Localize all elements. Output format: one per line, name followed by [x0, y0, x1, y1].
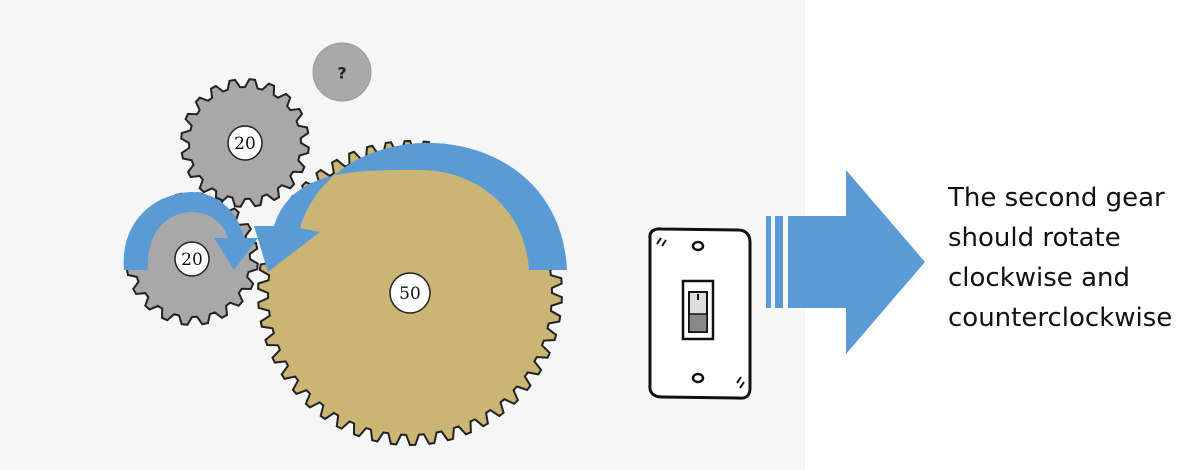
- left-arrow-shape: [123, 192, 258, 270]
- unknown-gear-body: [312, 42, 372, 102]
- big-gear: 50: [257, 139, 563, 447]
- result-arrow: [766, 170, 925, 354]
- caption-line: should rotate: [948, 223, 1121, 253]
- top-screw-icon: [691, 240, 705, 252]
- plate-scratch-bottom: [736, 376, 745, 389]
- caption-line: The second gear: [948, 183, 1165, 213]
- left-gear-label: 20: [181, 250, 203, 270]
- caption-line: counterclockwise: [948, 303, 1173, 333]
- unknown-gear-label: ?: [337, 64, 346, 83]
- top-gear-hub: [227, 125, 263, 161]
- light-switch: [648, 227, 752, 400]
- caption-line: clockwise and: [948, 263, 1130, 293]
- toggle-lever-shade: [688, 313, 708, 333]
- bottom-screw-icon: [691, 372, 705, 384]
- caption-text: The second gear should rotate clockwise …: [948, 178, 1198, 338]
- top-gear: 20: [180, 78, 310, 208]
- plate-scratch-top: [656, 237, 667, 247]
- big-arrow-shape: [254, 142, 567, 272]
- arrow-body: [788, 170, 925, 354]
- left-gear-rotation-arrow: [123, 192, 258, 270]
- arrow-stripe-1: [766, 216, 771, 308]
- unknown-gear: ?: [312, 42, 372, 102]
- top-gear-label: 20: [234, 134, 256, 154]
- left-gear-hub: [174, 241, 210, 277]
- big-gear-rotation-arrow: [254, 142, 567, 272]
- big-gear-hub: [389, 272, 431, 314]
- big-gear-label: 50: [399, 284, 421, 304]
- arrow-stripe-2: [775, 216, 783, 308]
